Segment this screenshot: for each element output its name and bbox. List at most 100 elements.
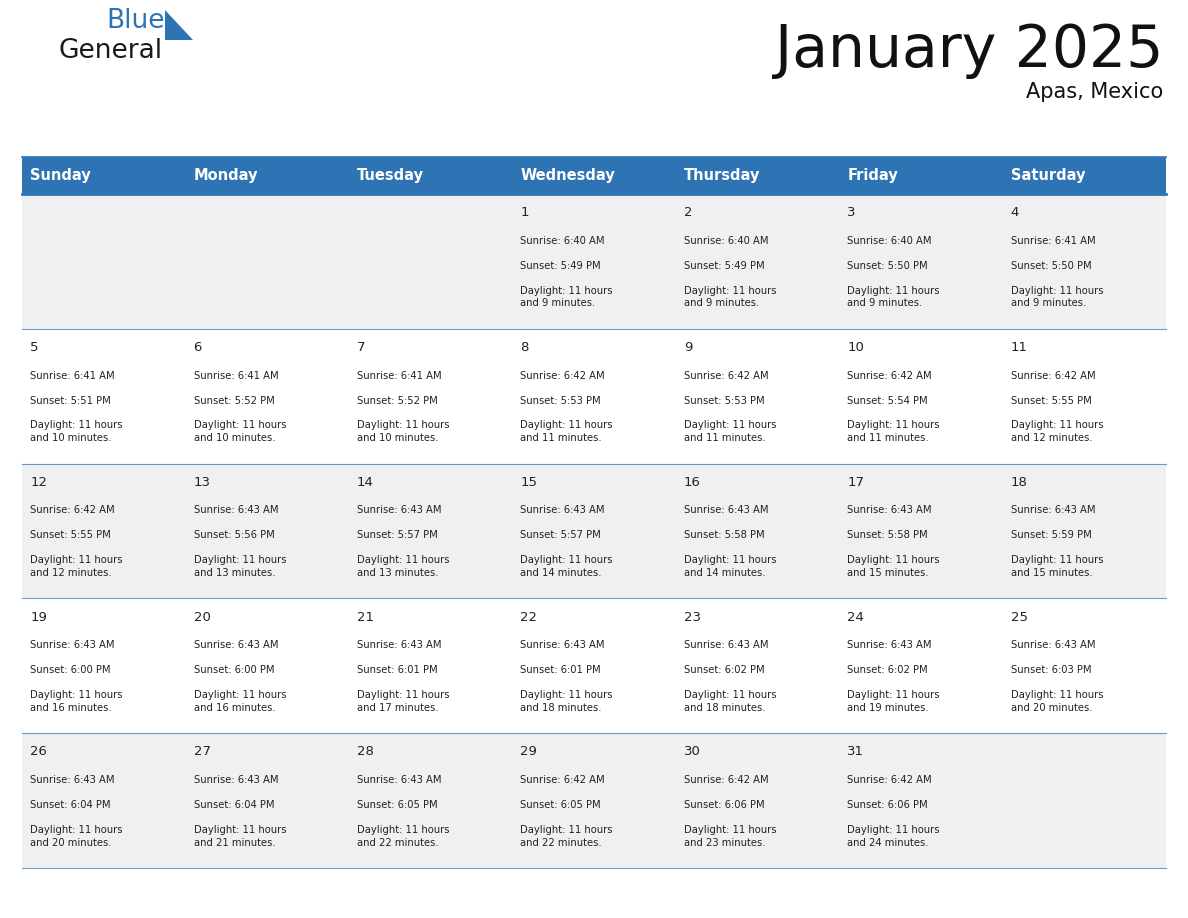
Bar	[185, 157, 349, 194]
Text: Sunset: 5:51 PM: Sunset: 5:51 PM	[30, 396, 110, 406]
Bar	[23, 733, 185, 868]
Text: 12: 12	[30, 476, 48, 488]
Text: Daylight: 11 hours
and 12 minutes.: Daylight: 11 hours and 12 minutes.	[30, 555, 122, 578]
Text: Sunrise: 6:43 AM: Sunrise: 6:43 AM	[1011, 640, 1095, 650]
Text: Daylight: 11 hours
and 24 minutes.: Daylight: 11 hours and 24 minutes.	[847, 825, 940, 847]
Text: 3: 3	[847, 207, 855, 219]
Text: Sunrise: 6:43 AM: Sunrise: 6:43 AM	[358, 506, 442, 515]
Text: Daylight: 11 hours
and 16 minutes.: Daylight: 11 hours and 16 minutes.	[30, 690, 122, 713]
Text: 24: 24	[847, 610, 864, 623]
Bar	[512, 464, 676, 599]
Bar	[185, 329, 349, 464]
Text: 22: 22	[520, 610, 537, 623]
Text: Sunset: 6:04 PM: Sunset: 6:04 PM	[194, 800, 274, 810]
Text: Sunrise: 6:43 AM: Sunrise: 6:43 AM	[684, 506, 769, 515]
Text: Daylight: 11 hours
and 22 minutes.: Daylight: 11 hours and 22 minutes.	[358, 825, 449, 847]
Text: Sunset: 6:05 PM: Sunset: 6:05 PM	[520, 800, 601, 810]
Text: Sunset: 5:58 PM: Sunset: 5:58 PM	[684, 531, 765, 541]
Text: Daylight: 11 hours
and 20 minutes.: Daylight: 11 hours and 20 minutes.	[30, 825, 122, 847]
Text: 17: 17	[847, 476, 865, 488]
Text: 25: 25	[1011, 610, 1028, 623]
Text: Daylight: 11 hours
and 15 minutes.: Daylight: 11 hours and 15 minutes.	[1011, 555, 1104, 578]
Text: 20: 20	[194, 610, 210, 623]
Text: Sunset: 6:01 PM: Sunset: 6:01 PM	[520, 666, 601, 675]
Text: Sunset: 6:04 PM: Sunset: 6:04 PM	[30, 800, 110, 810]
Bar	[1003, 157, 1165, 194]
Bar	[349, 157, 512, 194]
Text: Sunrise: 6:40 AM: Sunrise: 6:40 AM	[847, 236, 931, 246]
Text: Daylight: 11 hours
and 21 minutes.: Daylight: 11 hours and 21 minutes.	[194, 825, 286, 847]
Bar	[839, 157, 1003, 194]
Bar	[1003, 464, 1165, 599]
Text: Daylight: 11 hours
and 10 minutes.: Daylight: 11 hours and 10 minutes.	[30, 420, 122, 443]
Text: Sunrise: 6:43 AM: Sunrise: 6:43 AM	[194, 640, 278, 650]
Text: Daylight: 11 hours
and 20 minutes.: Daylight: 11 hours and 20 minutes.	[1011, 690, 1104, 713]
Bar	[676, 157, 839, 194]
Text: 8: 8	[520, 341, 529, 354]
Text: Sunset: 5:49 PM: Sunset: 5:49 PM	[684, 261, 765, 271]
Text: Daylight: 11 hours
and 14 minutes.: Daylight: 11 hours and 14 minutes.	[684, 555, 777, 578]
Bar	[1003, 733, 1165, 868]
Text: Daylight: 11 hours
and 13 minutes.: Daylight: 11 hours and 13 minutes.	[194, 555, 286, 578]
Text: Sunset: 5:52 PM: Sunset: 5:52 PM	[194, 396, 274, 406]
Text: Daylight: 11 hours
and 9 minutes.: Daylight: 11 hours and 9 minutes.	[520, 285, 613, 308]
Text: General: General	[58, 38, 162, 64]
Text: Sunset: 5:57 PM: Sunset: 5:57 PM	[520, 531, 601, 541]
Text: Thursday: Thursday	[684, 168, 760, 183]
Text: 16: 16	[684, 476, 701, 488]
Bar	[512, 157, 676, 194]
Text: Tuesday: Tuesday	[358, 168, 424, 183]
Text: Sunset: 6:01 PM: Sunset: 6:01 PM	[358, 666, 437, 675]
Text: Sunrise: 6:42 AM: Sunrise: 6:42 AM	[847, 775, 931, 785]
Bar	[676, 194, 839, 329]
Text: Daylight: 11 hours
and 23 minutes.: Daylight: 11 hours and 23 minutes.	[684, 825, 777, 847]
Text: Daylight: 11 hours
and 16 minutes.: Daylight: 11 hours and 16 minutes.	[194, 690, 286, 713]
Text: Sunday: Sunday	[30, 168, 91, 183]
Text: Daylight: 11 hours
and 10 minutes.: Daylight: 11 hours and 10 minutes.	[194, 420, 286, 443]
Text: Sunrise: 6:42 AM: Sunrise: 6:42 AM	[520, 775, 605, 785]
Text: Sunset: 5:59 PM: Sunset: 5:59 PM	[1011, 531, 1092, 541]
Text: Daylight: 11 hours
and 9 minutes.: Daylight: 11 hours and 9 minutes.	[847, 285, 940, 308]
Bar	[676, 329, 839, 464]
Bar	[676, 733, 839, 868]
Text: 26: 26	[30, 745, 48, 758]
Text: Sunset: 6:00 PM: Sunset: 6:00 PM	[194, 666, 274, 675]
Bar	[23, 157, 185, 194]
Text: Daylight: 11 hours
and 15 minutes.: Daylight: 11 hours and 15 minutes.	[847, 555, 940, 578]
Text: Sunrise: 6:41 AM: Sunrise: 6:41 AM	[30, 371, 115, 381]
Polygon shape	[165, 10, 192, 40]
Bar	[512, 733, 676, 868]
Bar	[349, 464, 512, 599]
Text: Sunrise: 6:43 AM: Sunrise: 6:43 AM	[1011, 506, 1095, 515]
Bar	[23, 464, 185, 599]
Text: Sunrise: 6:42 AM: Sunrise: 6:42 AM	[684, 371, 769, 381]
Bar	[839, 464, 1003, 599]
Text: Sunset: 5:52 PM: Sunset: 5:52 PM	[358, 396, 438, 406]
Text: 27: 27	[194, 745, 210, 758]
Text: Sunrise: 6:40 AM: Sunrise: 6:40 AM	[684, 236, 769, 246]
Text: Sunset: 6:06 PM: Sunset: 6:06 PM	[684, 800, 765, 810]
Bar	[349, 599, 512, 733]
Text: Sunset: 6:03 PM: Sunset: 6:03 PM	[1011, 666, 1092, 675]
Text: Wednesday: Wednesday	[520, 168, 615, 183]
Text: Sunset: 6:02 PM: Sunset: 6:02 PM	[684, 666, 765, 675]
Text: Sunrise: 6:42 AM: Sunrise: 6:42 AM	[847, 371, 931, 381]
Bar	[512, 599, 676, 733]
Text: Sunrise: 6:43 AM: Sunrise: 6:43 AM	[520, 506, 605, 515]
Bar	[185, 194, 349, 329]
Bar	[349, 733, 512, 868]
Bar	[512, 194, 676, 329]
Text: 29: 29	[520, 745, 537, 758]
Text: Monday: Monday	[194, 168, 258, 183]
Text: Sunrise: 6:42 AM: Sunrise: 6:42 AM	[684, 775, 769, 785]
Text: 2: 2	[684, 207, 693, 219]
Text: Sunset: 6:05 PM: Sunset: 6:05 PM	[358, 800, 437, 810]
Text: Daylight: 11 hours
and 10 minutes.: Daylight: 11 hours and 10 minutes.	[358, 420, 449, 443]
Text: Daylight: 11 hours
and 13 minutes.: Daylight: 11 hours and 13 minutes.	[358, 555, 449, 578]
Bar	[349, 194, 512, 329]
Text: Daylight: 11 hours
and 22 minutes.: Daylight: 11 hours and 22 minutes.	[520, 825, 613, 847]
Bar	[839, 329, 1003, 464]
Text: 15: 15	[520, 476, 537, 488]
Text: Sunrise: 6:43 AM: Sunrise: 6:43 AM	[847, 640, 931, 650]
Text: Sunset: 5:49 PM: Sunset: 5:49 PM	[520, 261, 601, 271]
